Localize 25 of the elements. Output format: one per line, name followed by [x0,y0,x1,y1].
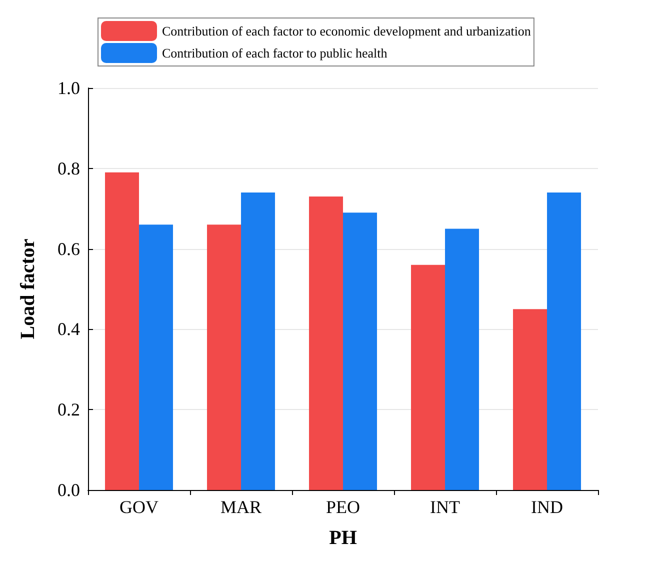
y-axis-title: Load factor [17,238,39,340]
bar [207,224,241,490]
y-tick-label: 0.0 [58,480,80,500]
bar [547,192,581,490]
x-axis-title: PH [329,527,358,549]
bar [445,228,479,490]
y-tick-label: 0.8 [58,158,80,178]
bar [513,309,547,490]
bar [309,196,343,490]
y-tick-label: 1.0 [58,78,80,98]
y-tick-label: 0.4 [58,319,80,340]
legend-label: Contribution of each factor to public health [162,46,388,60]
bar [139,224,173,490]
y-tick-label: 0.2 [58,400,80,420]
x-tick-label: INT [430,497,460,517]
x-tick-label: PEO [326,497,360,517]
bar [105,172,139,490]
x-tick-label: GOV [120,497,158,517]
bar [343,212,377,490]
x-tick-label: MAR [220,497,262,517]
legend-label: Contribution of each factor to economic development and urbanization [162,24,532,38]
bar [241,192,275,490]
x-tick-label: IND [531,497,563,517]
y-tick-label: 0.6 [58,238,80,259]
bar [411,264,445,490]
